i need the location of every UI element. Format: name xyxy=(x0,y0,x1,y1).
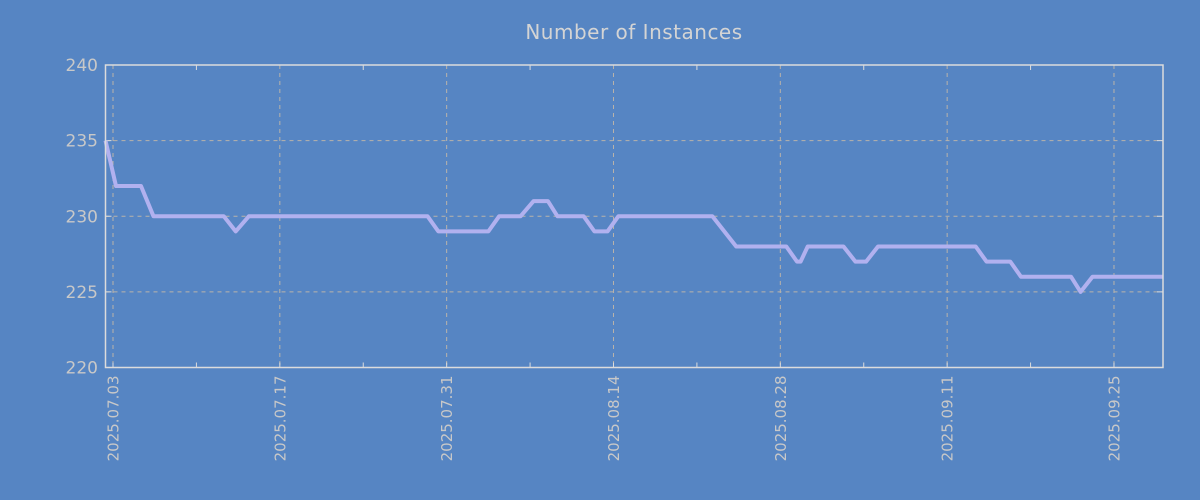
chart-title: Number of Instances xyxy=(525,20,743,44)
x-tick-label: 2025.07.17 xyxy=(271,376,289,462)
data-line xyxy=(103,140,1163,294)
x-tick-label: 2025.09.11 xyxy=(939,376,957,462)
y-tick-label: 225 xyxy=(66,283,98,303)
x-tick-label: 2025.07.03 xyxy=(105,376,123,462)
plot-frame xyxy=(104,64,1164,369)
x-tick-label: 2025.09.25 xyxy=(1105,376,1123,462)
x-tick-label: 2025.08.28 xyxy=(772,376,790,462)
y-tick-label: 240 xyxy=(66,56,98,76)
x-tick-label: 2025.08.14 xyxy=(605,376,623,462)
y-tick-label: 220 xyxy=(66,359,98,379)
y-tick-label: 235 xyxy=(66,132,98,152)
y-tick-label: 230 xyxy=(66,207,98,227)
x-tick-label: 2025.07.31 xyxy=(438,376,456,462)
